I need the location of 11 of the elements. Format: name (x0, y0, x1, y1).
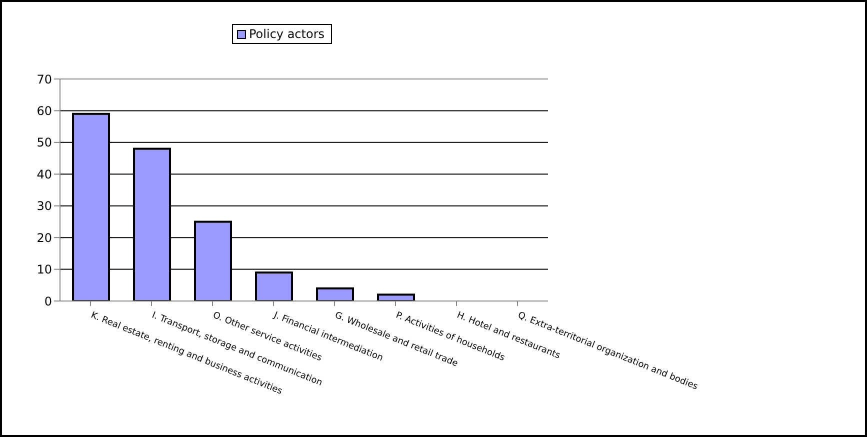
y-tick-label: 0 (44, 294, 52, 308)
y-tick-label: 20 (36, 230, 52, 245)
y-tick-label: 70 (36, 72, 52, 86)
y-tick-label: 10 (36, 262, 52, 277)
legend-label: Policy actors (248, 27, 325, 41)
y-tick-label: 40 (36, 167, 52, 182)
bar (377, 294, 415, 301)
y-tick-label: 60 (36, 104, 52, 118)
bar (316, 287, 354, 301)
y-tick-label: 50 (36, 136, 52, 150)
y-tick-label: 30 (36, 199, 52, 214)
